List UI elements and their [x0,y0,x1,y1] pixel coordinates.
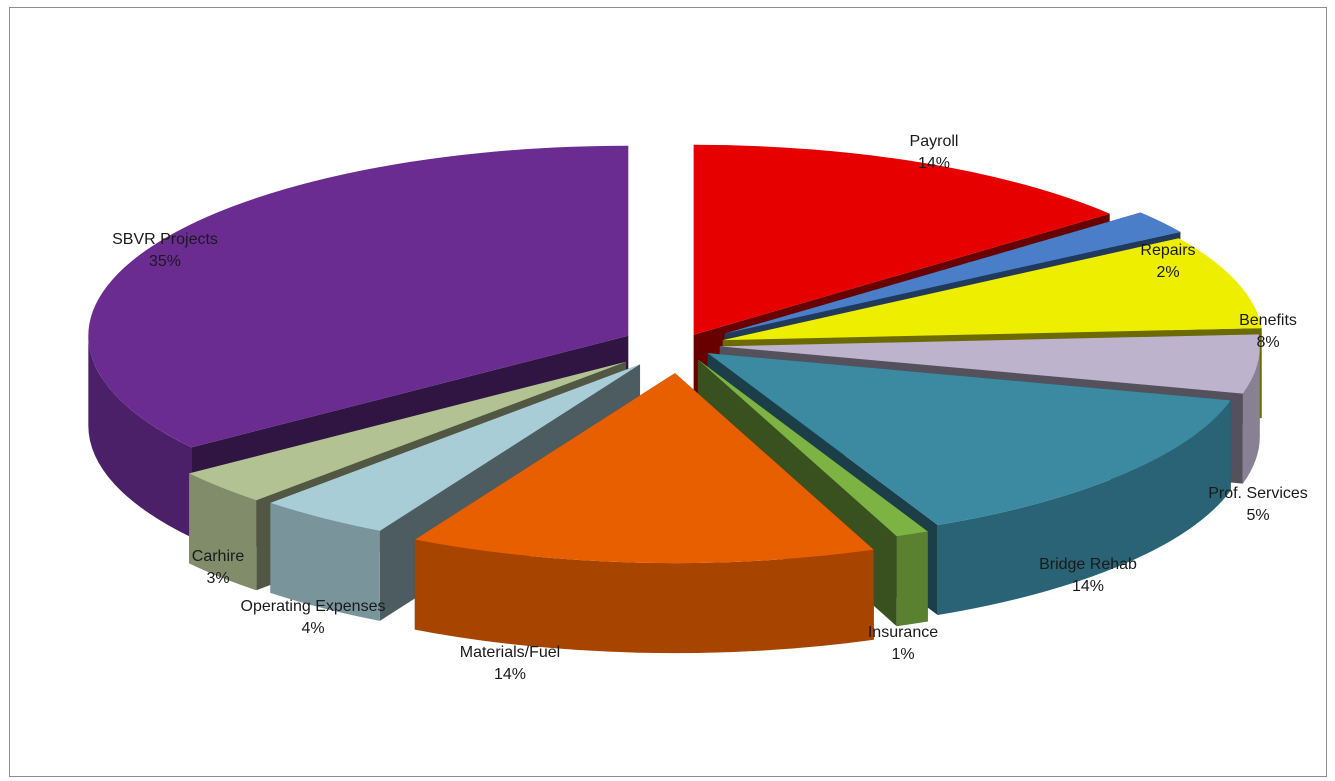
slice-label: Operating Expenses [241,598,386,615]
slice-percent-label: 8% [1256,334,1279,351]
pie-slice-front [88,335,192,538]
slice-percent-label: 35% [149,253,181,270]
pie-slice-top [693,144,1110,335]
slice-percent-label: 4% [301,620,324,637]
slice-label: Repairs [1140,242,1195,259]
slice-percent-label: 1% [891,646,914,663]
slice-label: Insurance [868,624,938,641]
slice-label: Bridge Rehab [1039,556,1137,573]
slice-percent-label: 14% [918,155,950,172]
pie-slice-top [719,334,1260,394]
slice-percent-label: 5% [1246,507,1269,524]
slice-label: Carhire [192,548,245,565]
pie-slice-front [414,539,874,654]
pie-slice-top [414,373,874,564]
slice-label: SBVR Projects [112,231,218,248]
pie-slice-top [270,364,641,531]
pie-slice-top [707,353,1231,525]
slice-label: Benefits [1239,312,1297,329]
pie-slices [88,144,1262,654]
slice-labels: Payroll 14% Repairs 2% Benefits 8% Prof. Servi… [112,133,1308,683]
pie-slice-top [724,212,1181,334]
pie-slice-front [896,531,928,627]
pie-slice-front [937,400,1231,615]
pie-slice-front [1242,346,1260,484]
pie-slice [414,373,874,654]
pie-slice-front [270,502,380,621]
slice-percent-label: 14% [1072,578,1104,595]
slice-percent-label: 3% [206,570,229,587]
pie-slice-front [189,473,257,591]
slice-label: Payroll [910,133,959,150]
pie-slice-top [697,359,928,537]
pie-slice-top [88,145,629,448]
slice-label: Prof. Services [1208,485,1308,502]
pie-slice-top [722,238,1262,341]
pie-slice-top [189,361,626,501]
slice-percent-label: 14% [494,666,526,683]
slice-percent-label: 2% [1156,264,1179,281]
slice-label: Materials/Fuel [460,644,560,661]
